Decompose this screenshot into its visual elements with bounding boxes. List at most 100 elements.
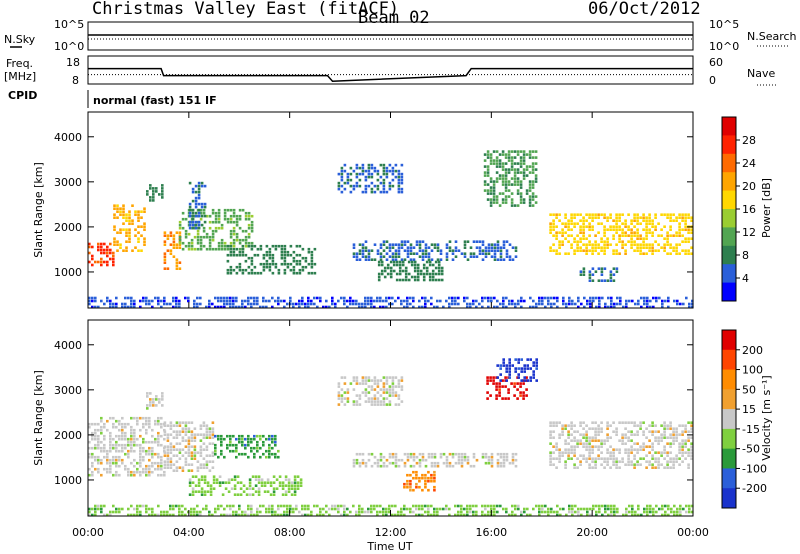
velocity-cbar-tick: 200 [742,344,763,357]
time-tick-label: 16:00 [475,526,507,539]
time-tick-label: 04:00 [173,526,205,539]
power-cbar-swatch [722,245,736,265]
nave-bottom: 0 [709,74,716,87]
echo-region [188,475,303,496]
velocity-colorbar: 200 100 50 15 -15 -50 -100 -200 Velocity [m s⁻¹… [721,329,773,509]
velocity-cells [88,358,694,517]
echo-region [88,416,166,477]
beam-label: Beam 02 [358,8,430,28]
power-colorbar: 28 24 20 16 12 8 4 Power [dB] [721,116,773,302]
velocity-cbar-swatch [722,428,736,450]
echo-region [88,296,694,309]
power-cbar-swatch [722,282,736,302]
echo-region [88,504,694,517]
velocity-cbar-swatch [722,369,736,390]
velocity-panel: 1000 2000 3000 4000 Slant Range [km] [32,319,694,517]
echo-region [579,267,619,282]
y-tick-label: 1000 [54,266,82,279]
power-cbar-swatch [722,190,736,210]
power-cbar-tick: 24 [742,157,756,170]
velocity-cbar-swatch [722,488,736,509]
velocity-cbar-tick: -100 [742,462,767,475]
velocity-cbar-swatch [722,389,736,410]
power-cbar-tick: 8 [742,249,749,262]
velocity-cbar-swatch [722,349,736,371]
echo-region [226,244,317,275]
y-tick-label: 4000 [54,339,82,352]
velocity-cbar-tick: 50 [742,383,756,396]
nave-top: 60 [709,56,723,69]
power-cbar-tick: 12 [742,226,756,239]
radar-title: Christmas Valley East (fitACF) [92,0,399,19]
y-tick-label: 2000 [54,221,82,234]
echo-region [88,242,115,267]
freq-top: 18 [66,56,80,69]
time-tick-label: 12:00 [375,526,407,539]
time-tick-label: 08:00 [274,526,306,539]
echo-region [113,204,146,252]
time-tick-label: 00:00 [677,526,709,539]
nsearch-label: N.Search [747,30,797,43]
power-cbar-swatch [722,209,736,228]
echo-region [178,208,254,251]
velocity-cbar-tick: -15 [742,423,760,436]
freq-label: Freq. [6,57,33,70]
date-label: 06/Oct/2012 [588,0,701,19]
time-tick-label: 00:00 [72,526,104,539]
velocity-cbar-swatch [722,468,736,489]
echo-region [483,150,538,207]
velocity-cbar-swatch [722,330,736,351]
power-panel: 1000 2000 3000 4000 Slant Range [km] [32,111,694,309]
y-tick-label: 4000 [54,131,82,144]
y-tick-label: 3000 [54,384,82,397]
velocity-cbar-label: Velocity [m s⁻¹] [760,375,773,460]
power-cbar-label: Power [dB] [760,178,773,238]
velocity-cbar-swatch [722,448,736,469]
power-cbar-swatch [722,135,736,155]
time-axis-label: Time UT [366,540,412,553]
freq-trace [88,67,693,82]
power-cbar-swatch [722,227,736,247]
power-cbar-swatch [722,117,736,136]
echo-region [549,213,693,255]
velocity-cbar-tick: -200 [742,482,767,495]
power-cbar-tick: 16 [742,203,756,216]
echo-region [549,421,693,469]
nsearch-top: 10^5 [709,18,739,31]
echo-region [403,470,436,492]
velocity-ylabel: Slant Range [km] [32,370,45,466]
velocity-cbar-tick: 100 [742,364,763,377]
y-tick-label: 2000 [54,429,82,442]
nsearch-bottom: 10^0 [709,40,739,53]
power-ylabel: Slant Range [km] [32,162,45,258]
nsky-bottom: 10^0 [54,40,84,53]
echo-region [496,358,538,382]
power-cbar-tick: 28 [742,134,756,147]
echo-region [214,434,280,459]
velocity-cbar-tick: 15 [742,403,756,416]
power-cbar-swatch [722,264,736,284]
cpid-label: CPID [8,89,37,102]
echo-region [337,163,404,194]
y-tick-label: 3000 [54,176,82,189]
time-axis: 00:00 04:00 08:00 12:00 16:00 20:00 00:00 [72,112,709,539]
echo-region [188,181,207,230]
freq-unit: [MHz] [4,70,36,83]
velocity-cbar-swatch [722,409,736,430]
time-tick-label: 20:00 [576,526,608,539]
echo-region [352,240,518,261]
echo-region [146,184,164,202]
power-cbar-swatch [722,172,736,192]
velocity-cbar-tick: -50 [742,443,760,456]
echo-region [163,421,215,472]
power-cbar-swatch [722,153,736,173]
power-cbar-tick: 4 [742,272,749,285]
nave-label: Nave [747,67,775,80]
y-tick-label: 1000 [54,474,82,487]
echo-region [337,376,404,406]
echo-region [146,392,164,410]
nsky-label: N.Sky [4,33,36,46]
echo-region [352,452,518,468]
summary-panel: N.Sky 10^5 10^0 10^5 10^0 N.Search [4,18,797,53]
